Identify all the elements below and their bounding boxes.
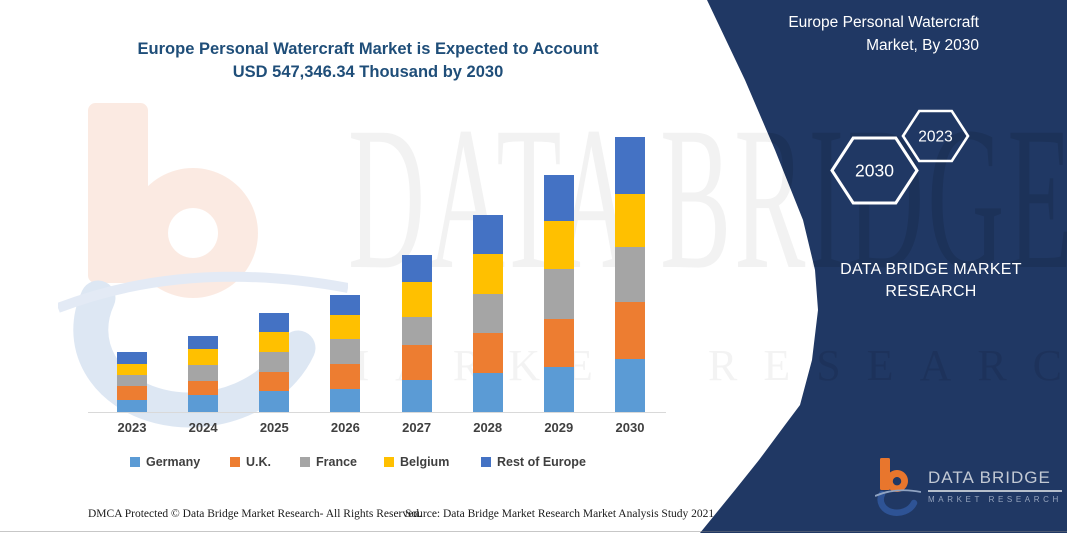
- legend-swatch: [230, 457, 240, 467]
- data-bridge-logo: DATA BRIDGE MARKET RESEARCH: [875, 458, 1062, 518]
- bar-segment-u-k-: [259, 372, 290, 391]
- bar-segment-france: [330, 339, 361, 364]
- x-axis-label-2028: 2028: [473, 420, 503, 435]
- bar-segment-france: [543, 268, 574, 320]
- bar-segment-rest-of-europe: [117, 352, 147, 364]
- data-bridge-logo-icon: [875, 458, 921, 516]
- panel-title-line1: Europe Personal Watercraft: [788, 14, 979, 31]
- legend-item-france: France: [300, 455, 357, 469]
- legend-item-belgium: Belgium: [384, 455, 449, 469]
- bar-segment-u-k-: [615, 302, 645, 359]
- bar-segment-u-k-: [117, 386, 147, 400]
- hexagon-2030-label: 2030: [855, 161, 894, 181]
- legend-swatch: [130, 457, 140, 467]
- bar-segment-belgium: [330, 315, 361, 340]
- legend-swatch: [300, 457, 310, 467]
- legend-label: Belgium: [400, 455, 450, 469]
- x-axis-label-2023: 2023: [117, 420, 147, 435]
- legend-label: Rest of Europe: [497, 455, 586, 469]
- x-axis-label-2024: 2024: [188, 420, 218, 435]
- panel-title-line2: Market, By 2030: [866, 37, 979, 54]
- bar-segment-rest-of-europe: [259, 312, 290, 332]
- stacked-bar-2030: [615, 137, 645, 412]
- stacked-bar-2028: [472, 215, 503, 412]
- stacked-bar-2024: [188, 336, 219, 412]
- logo-tagline: MARKET RESEARCH: [928, 495, 1062, 504]
- bar-segment-germany: [259, 391, 290, 412]
- legend-swatch: [481, 457, 491, 467]
- bar-segment-france: [188, 365, 219, 382]
- bar-segment-germany: [615, 358, 645, 412]
- x-axis-line: [88, 412, 666, 413]
- bar-segment-u-k-: [188, 381, 219, 396]
- legend-item-rest-of-europe: Rest of Europe: [481, 455, 586, 469]
- bar-segment-u-k-: [330, 363, 361, 389]
- legend-item-u-k-: U.K.: [230, 455, 271, 469]
- panel-title: Europe Personal Watercraft Market, By 20…: [729, 11, 979, 57]
- x-axis-label-2027: 2027: [402, 420, 432, 435]
- brand-name: DATA BRIDGE MARKET RESEARCH: [840, 261, 1022, 300]
- bar-segment-rest-of-europe: [543, 175, 574, 222]
- bar-segment-germany: [117, 399, 147, 412]
- footer-source: Source: Data Bridge Market Research Mark…: [405, 508, 715, 520]
- year-hexagons: 2023 2030: [830, 109, 970, 205]
- bar-segment-rest-of-europe: [615, 137, 645, 194]
- bar-segment-belgium: [117, 363, 147, 376]
- x-axis-label-2030: 2030: [615, 420, 645, 435]
- bar-segment-germany: [472, 373, 503, 412]
- hexagon-2030-outline: [830, 136, 919, 205]
- legend-label: U.K.: [246, 455, 271, 469]
- bar-segment-germany: [543, 366, 574, 412]
- bar-segment-belgium: [472, 253, 503, 294]
- logo-name: DATA BRIDGE: [928, 468, 1062, 492]
- bar-segment-france: [615, 247, 645, 303]
- footer-dmca: DMCA Protected © Data Bridge Market Rese…: [88, 508, 422, 520]
- stacked-bar-2025: [259, 312, 290, 412]
- legend-swatch: [384, 457, 394, 467]
- bar-segment-rest-of-europe: [330, 294, 361, 316]
- bar-segment-france: [117, 375, 147, 387]
- stacked-bar-2026: [330, 294, 361, 412]
- bar-segment-belgium: [188, 348, 219, 366]
- legend-item-germany: Germany: [130, 455, 200, 469]
- stacked-bar-2027: [401, 254, 432, 412]
- stacked-bar-2023: [117, 352, 147, 412]
- bar-segment-u-k-: [401, 345, 432, 381]
- bar-segment-rest-of-europe: [472, 215, 503, 254]
- bar-segment-belgium: [615, 193, 645, 248]
- bar-segment-belgium: [401, 282, 432, 318]
- bar-segment-germany: [330, 388, 361, 412]
- chart-title-line1: Europe Personal Watercraft Market is Exp…: [137, 40, 599, 58]
- hexagon-2023-shape: [901, 109, 970, 163]
- legend-label: Germany: [146, 455, 201, 469]
- bar-segment-rest-of-europe: [401, 254, 432, 283]
- bar-segment-france: [472, 293, 503, 333]
- x-axis-label-2025: 2025: [259, 420, 289, 435]
- bar-segment-belgium: [259, 332, 290, 352]
- bar-segment-u-k-: [543, 319, 574, 367]
- bar-segment-germany: [188, 395, 219, 412]
- bar-segment-france: [401, 317, 432, 346]
- bar-segment-u-k-: [472, 332, 503, 374]
- chart-title: Europe Personal Watercraft Market is Exp…: [88, 38, 648, 84]
- plot-area: 2023 2024 2025 2026 2027 2028 2029 2030: [88, 120, 668, 435]
- bottom-border: [0, 531, 1067, 532]
- bar-segment-belgium: [543, 221, 574, 269]
- x-axis-label-2026: 2026: [330, 420, 360, 435]
- bar-segment-germany: [401, 380, 432, 412]
- logo-text: DATA BRIDGE MARKET RESEARCH: [928, 468, 1062, 504]
- hexagon-2023-label: 2023: [918, 129, 952, 146]
- stacked-bar-2029: [543, 175, 574, 412]
- x-axis-label-2029: 2029: [544, 420, 574, 435]
- chart-title-line2: USD 547,346.34 Thousand by 2030: [232, 63, 504, 81]
- legend-label: France: [316, 455, 357, 469]
- bar-segment-rest-of-europe: [188, 336, 219, 349]
- bar-segment-france: [259, 352, 290, 372]
